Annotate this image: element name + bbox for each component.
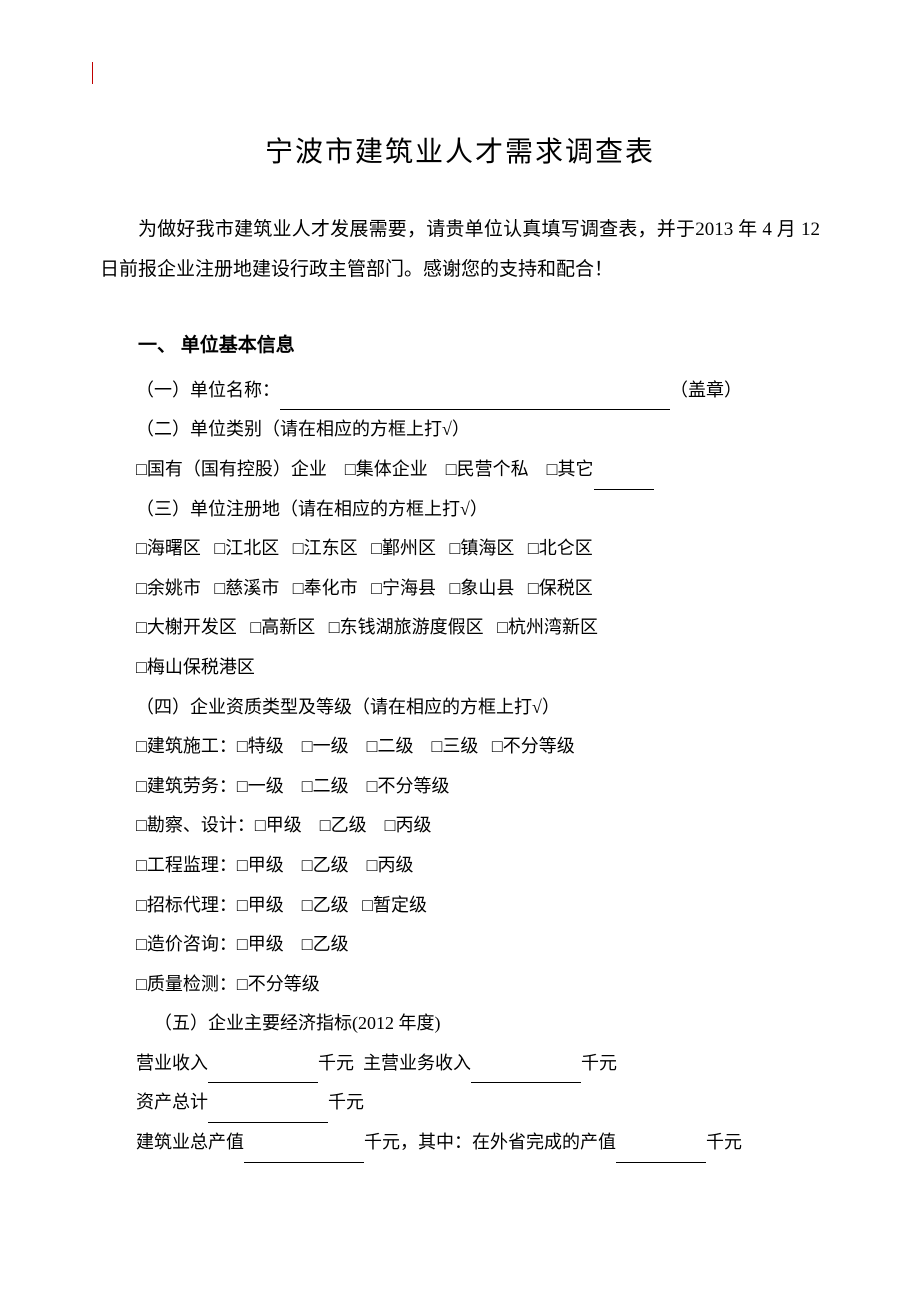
economic-row-2: 资产总计 千元	[136, 1083, 820, 1123]
location-row-4[interactable]: □梅山保税港区	[136, 648, 820, 688]
qualification-7[interactable]: □质量检测：□不分等级	[136, 965, 820, 1005]
assets-blank[interactable]	[208, 1105, 328, 1123]
qualification-3[interactable]: □勘察、设计：□甲级 □乙级 □丙级	[136, 806, 820, 846]
construction-output-blank[interactable]	[244, 1145, 364, 1163]
qualification-5[interactable]: □招标代理：□甲级 □乙级 □暂定级	[136, 886, 820, 926]
unit-qianyuan-2: 千元	[328, 1092, 364, 1112]
revenue-label: 营业收入	[136, 1053, 208, 1073]
unit-qianyuan-1: 千元	[581, 1053, 617, 1073]
item-1-label: （一）单位名称：	[136, 380, 280, 400]
construction-output-label: 建筑业总产值	[136, 1132, 244, 1152]
item-5-label: （五）企业主要经济指标(2012 年度)	[154, 1004, 820, 1044]
outprovince-label: 千元，其中：在外省完成的产值	[364, 1132, 616, 1152]
revenue-blank[interactable]	[208, 1065, 318, 1083]
other-blank[interactable]	[594, 472, 654, 490]
item-1-suffix: （盖章）	[670, 380, 742, 400]
location-row-2[interactable]: □余姚市 □慈溪市 □奉化市 □宁海县 □象山县 □保税区	[136, 569, 820, 609]
item-4-label: （四）企业资质类型及等级（请在相应的方框上打√）	[136, 688, 820, 728]
economic-row-3: 建筑业总产值 千元，其中：在外省完成的产值 千元	[136, 1123, 820, 1163]
location-row-3[interactable]: □大榭开发区 □高新区 □东钱湖旅游度假区 □杭州湾新区	[136, 608, 820, 648]
economic-row-1: 营业收入 千元 主营业务收入 千元	[136, 1044, 820, 1084]
main-revenue-blank[interactable]	[471, 1065, 581, 1083]
qualification-1[interactable]: □建筑施工：□特级 □一级 □二级 □三级 □不分等级	[136, 727, 820, 767]
company-name-blank[interactable]	[280, 392, 670, 410]
intro-paragraph: 为做好我市建筑业人才发展需要，请贵单位认真填写调查表，并于2013 年 4 月 …	[100, 210, 820, 290]
item-2-label: （二）单位类别（请在相应的方框上打√）	[136, 410, 820, 450]
qualification-2[interactable]: □建筑劳务：□一级 □二级 □不分等级	[136, 767, 820, 807]
outprovince-blank[interactable]	[616, 1145, 706, 1163]
section-1-heading: 一、 单位基本信息	[100, 330, 820, 357]
text-cursor	[92, 62, 93, 84]
item-3-label: （三）单位注册地（请在相应的方框上打√）	[136, 490, 820, 530]
document-title: 宁波市建筑业人才需求调查表	[100, 130, 820, 170]
main-revenue-label: 千元 主营业务收入	[318, 1053, 471, 1073]
qualification-4[interactable]: □工程监理：□甲级 □乙级 □丙级	[136, 846, 820, 886]
assets-label: 资产总计	[136, 1092, 208, 1112]
company-type-options[interactable]: □国有（国有控股）企业 □集体企业 □民营个私 □其它	[136, 450, 820, 490]
location-row-1[interactable]: □海曙区 □江北区 □江东区 □鄞州区 □镇海区 □北仑区	[136, 529, 820, 569]
item-1-company-name: （一）单位名称： （盖章）	[136, 371, 820, 411]
qualification-6[interactable]: □造价咨询：□甲级 □乙级	[136, 925, 820, 965]
unit-qianyuan-3: 千元	[706, 1132, 742, 1152]
